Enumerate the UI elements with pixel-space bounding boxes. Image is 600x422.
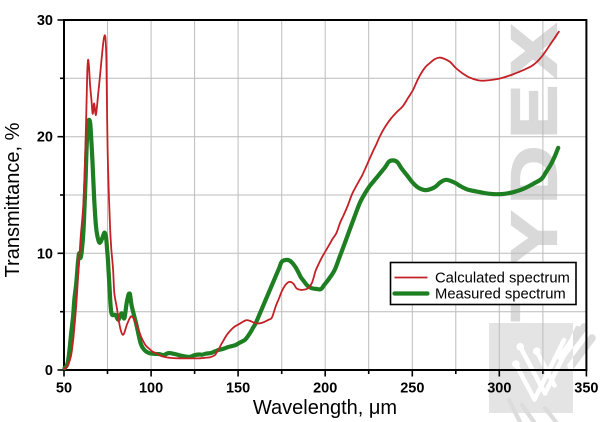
svg-text:250: 250	[400, 381, 424, 397]
svg-text:Transmittance, %: Transmittance, %	[2, 122, 24, 277]
svg-text:Measured spectrum: Measured spectrum	[435, 287, 566, 303]
svg-text:300: 300	[487, 381, 511, 397]
svg-text:100: 100	[139, 381, 163, 397]
svg-text:0: 0	[45, 363, 53, 379]
svg-text:10: 10	[37, 246, 53, 262]
svg-text:Wavelength, μm: Wavelength, μm	[253, 397, 397, 419]
svg-text:350: 350	[574, 381, 598, 397]
svg-text:50: 50	[56, 381, 72, 397]
svg-text:Calculated spectrum: Calculated spectrum	[435, 271, 570, 287]
svg-text:30: 30	[37, 13, 53, 29]
svg-text:200: 200	[313, 381, 337, 397]
svg-text:20: 20	[37, 130, 53, 146]
svg-text:150: 150	[226, 381, 250, 397]
